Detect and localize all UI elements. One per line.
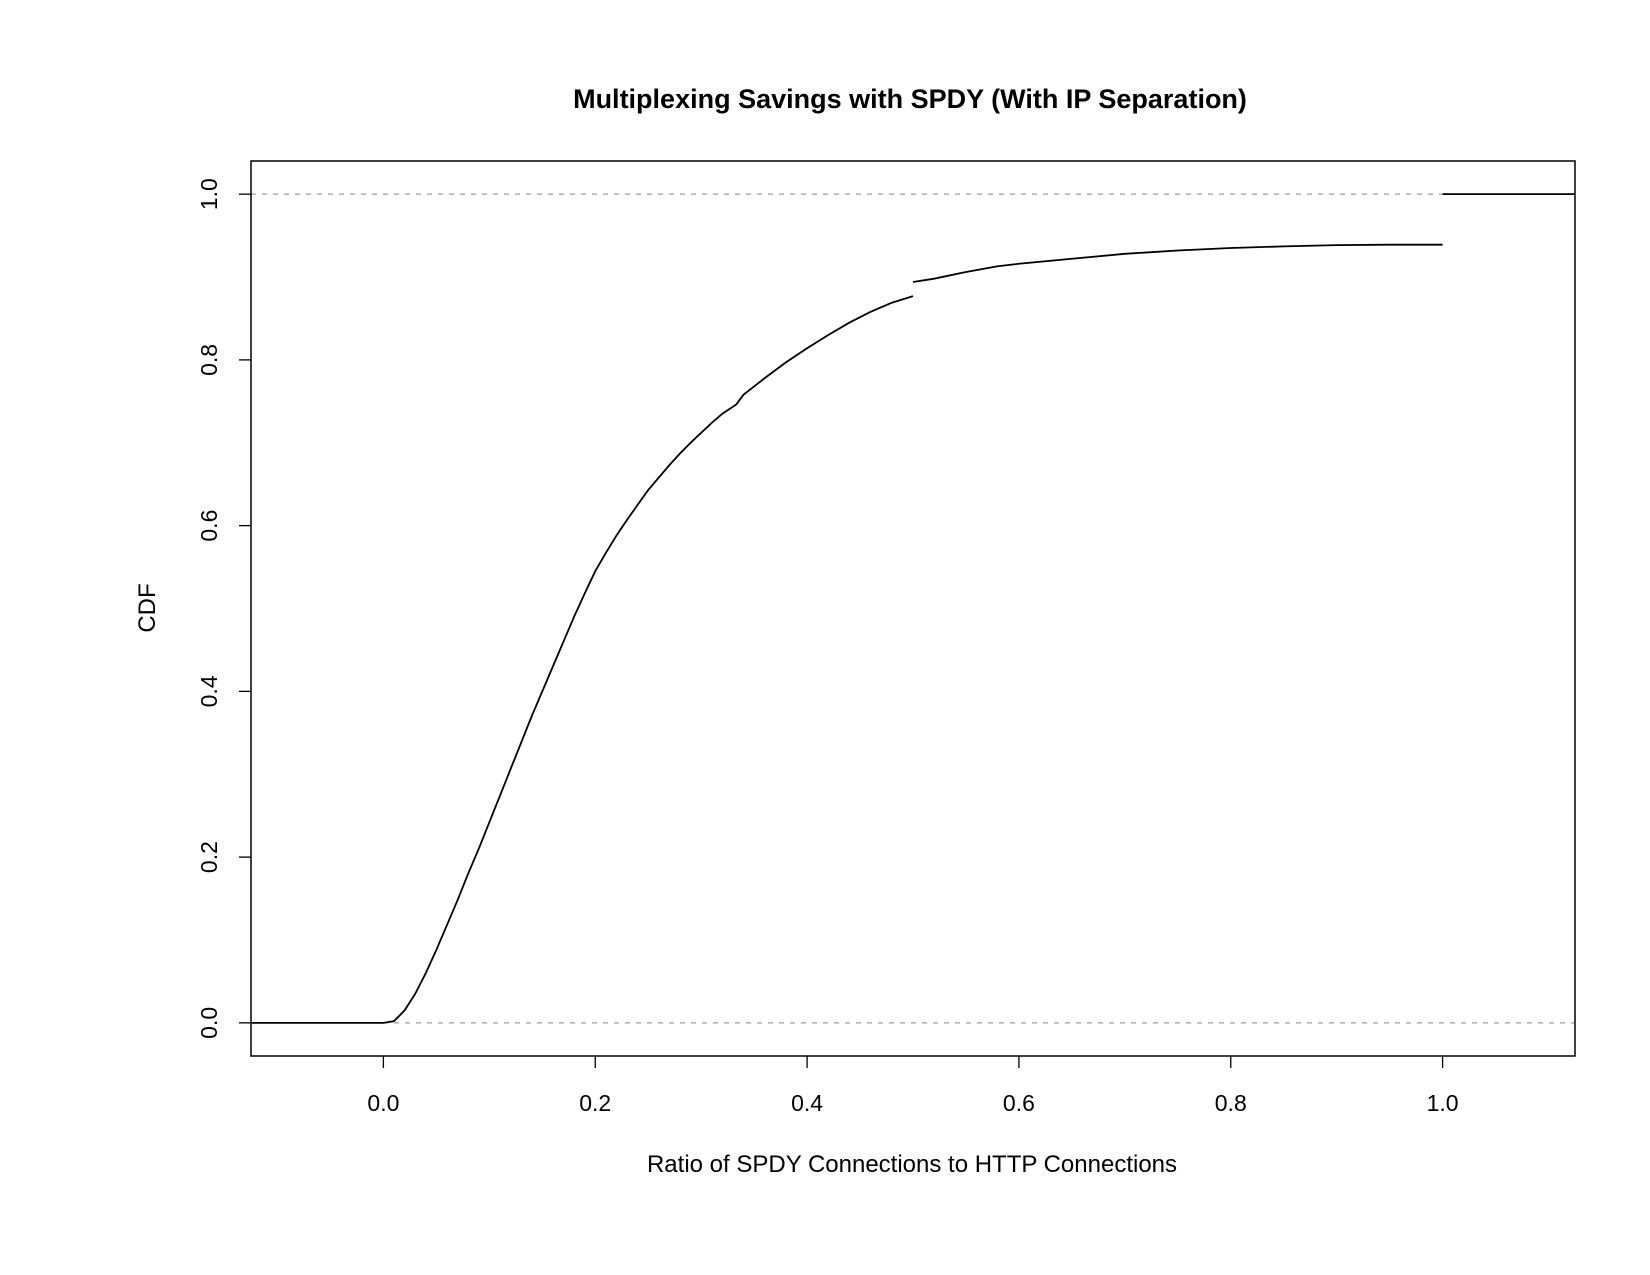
x-tick-label: 0.2 xyxy=(579,1090,611,1116)
x-tick-label: 0.0 xyxy=(367,1090,399,1116)
y-tick-label: 0.6 xyxy=(196,510,222,542)
chart-title: Multiplexing Savings with SPDY (With IP … xyxy=(573,84,1247,114)
x-tick-label: 0.8 xyxy=(1215,1090,1247,1116)
y-tick-label: 0.8 xyxy=(196,344,222,376)
y-tick-label: 1.0 xyxy=(196,178,222,210)
x-axis: 0.0 0.2 0.4 0.6 0.8 1.0 xyxy=(367,1056,1459,1116)
x-tick-label: 1.0 xyxy=(1427,1090,1459,1116)
x-axis-label: Ratio of SPDY Connections to HTTP Connec… xyxy=(647,1151,1177,1178)
y-tick-label: 0.4 xyxy=(196,675,222,707)
plot-frame xyxy=(250,160,1576,1057)
reference-lines xyxy=(251,193,1575,1024)
x-tick-label: 0.4 xyxy=(791,1090,823,1116)
y-axis: 0.0 0.2 0.4 0.6 0.8 1.0 xyxy=(196,178,251,1039)
cdf-line-segment-1 xyxy=(251,295,914,1024)
cdf-series xyxy=(251,193,1575,1024)
cdf-line-segment-2 xyxy=(912,243,1443,283)
y-axis-label: CDF xyxy=(134,583,161,632)
y-tick-label: 0.0 xyxy=(196,1007,222,1039)
y-tick-label: 0.2 xyxy=(196,841,222,873)
x-tick-label: 0.6 xyxy=(1003,1090,1035,1116)
